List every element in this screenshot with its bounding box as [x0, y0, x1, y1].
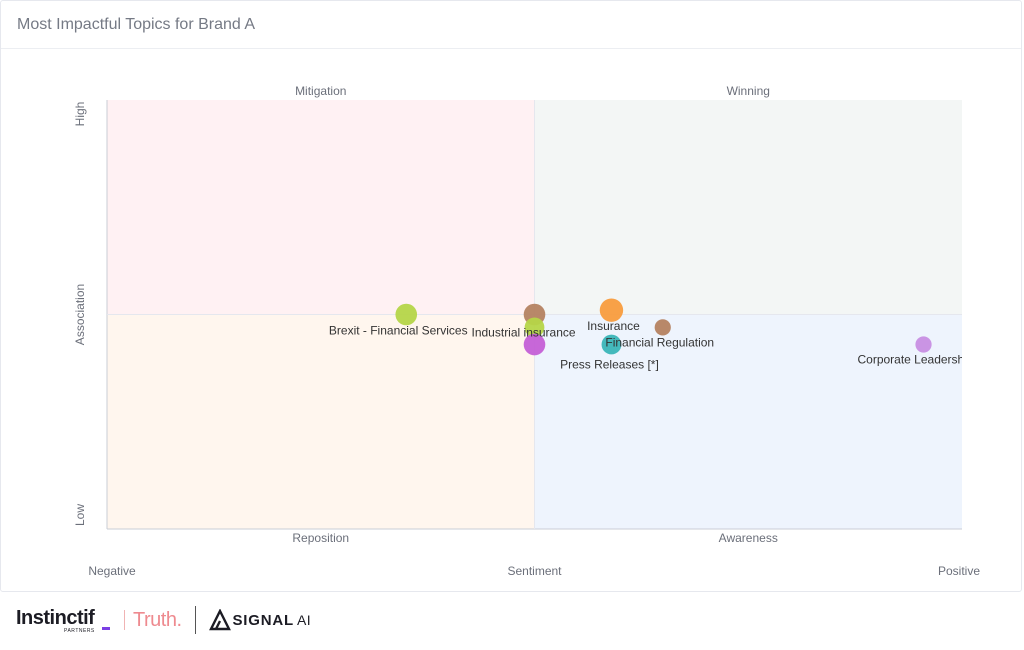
y-tick-label: Low: [73, 504, 87, 526]
instinctif-logo-text: Instinctif: [16, 607, 95, 629]
label-layer: Mitigation Winning Reposition Awareness Nega…: [73, 84, 980, 578]
quadrant-winning: [534, 100, 962, 315]
scatter-chart: Mitigation Winning Reposition Awareness Nega…: [73, 84, 980, 578]
signal-logo-text: SIGNAL: [232, 611, 294, 629]
signal-ai-logo: SIGNAL AI: [208, 609, 312, 631]
ai-logo-text: AI: [296, 612, 312, 628]
data-point: [654, 319, 671, 336]
point-label: Corporate Leadership: [857, 353, 973, 367]
point-label: Industrial insurance: [472, 326, 576, 340]
data-point: [524, 317, 545, 338]
point-label: Brexit - Financial Services: [329, 324, 468, 338]
point-label: Insurance: [587, 319, 640, 333]
quadrant-label-awareness: Awareness: [719, 531, 778, 545]
data-point: [395, 303, 418, 326]
instinctif-logo: Instinctif PARTNERS: [16, 605, 116, 635]
x-tick-label: Negative: [88, 564, 136, 578]
quadrant-label-winning: Winning: [727, 84, 770, 98]
data-point: [915, 336, 932, 353]
quadrant-mitigation: [107, 100, 535, 315]
instinctif-logo-underline: [102, 627, 110, 630]
point-label: Financial Regulation: [605, 335, 714, 349]
logo-divider: [194, 606, 196, 634]
data-point: [523, 333, 546, 356]
instinctif-logo-subtext: PARTNERS: [64, 628, 95, 634]
point-label: Press Releases [*]: [560, 358, 659, 372]
truth-logo: Truth.: [133, 608, 182, 631]
point-layer: [395, 298, 932, 356]
quadrant-label-mitigation: Mitigation: [295, 84, 346, 98]
y-tick-label: High: [73, 102, 87, 127]
y-tick-label: Association: [73, 284, 87, 345]
quadrant-label-reposition: Reposition: [292, 531, 349, 545]
data-point: [601, 334, 622, 355]
x-tick-label: Sentiment: [507, 564, 562, 578]
quadrant-layer: [107, 100, 962, 529]
point-label-layer: Brexit - Financial Services Industrial in…: [329, 319, 973, 372]
card-header: Most Impactful Topics for Brand A: [1, 1, 1021, 49]
data-point: [599, 298, 624, 322]
signal-a-icon: [208, 609, 231, 631]
x-tick-label: Positive: [938, 564, 980, 578]
footer-logos: Instinctif PARTNERS Truth. SIGNAL AI: [16, 604, 311, 636]
quadrant-reposition: [107, 314, 535, 529]
logo-separator: [124, 610, 125, 630]
quadrant-awareness: [534, 314, 962, 529]
card-title: Most Impactful Topics for Brand A: [17, 15, 256, 33]
